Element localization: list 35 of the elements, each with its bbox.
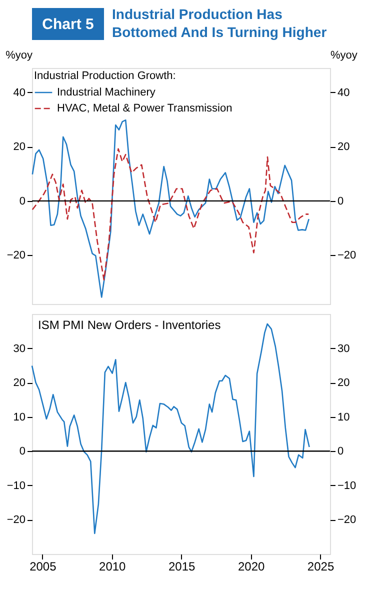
- y2-tick-label: 10: [338, 411, 350, 424]
- x-tick-label: 2025: [307, 560, 334, 574]
- y-tick-label: 40: [13, 86, 26, 99]
- y2-tick-label: 20: [338, 141, 350, 154]
- y2-tick-label: −20: [338, 250, 356, 262]
- y-tick-label: 0: [19, 195, 26, 208]
- y-tick-label: −20: [6, 514, 26, 526]
- y2-tick-label: 20: [338, 377, 350, 390]
- x-tick-label: 2015: [168, 560, 196, 574]
- y2-axis-title: %yoy: [330, 50, 358, 62]
- y-tick-label: −10: [6, 480, 26, 492]
- y-tick-label: 10: [13, 411, 26, 424]
- y-tick-label: 30: [13, 342, 26, 355]
- y-axis-title: %yoy: [6, 50, 33, 62]
- y2-tick-label: 0: [338, 446, 344, 458]
- line-series: [32, 119, 310, 298]
- text: Industrial Production Has Bottomed And Is Turning Higher: [112, 6, 328, 40]
- line-series: [32, 148, 310, 281]
- legend-label: HVAC, Metal & Power Transmission: [57, 102, 232, 114]
- chart-title: ISM PMI New Orders - Inventories: [38, 318, 221, 332]
- legend-label: Industrial Machinery: [57, 86, 156, 98]
- y2-tick-label: 40: [338, 86, 350, 99]
- y2-tick-label: −20: [338, 514, 356, 526]
- x-tick-label: 2020: [238, 560, 265, 574]
- y-tick-label: 20: [13, 141, 26, 154]
- y2-tick-label: −10: [338, 480, 356, 492]
- y-tick-label: 0: [19, 446, 26, 458]
- caption: Chart 5: [42, 16, 94, 33]
- y2-tick-label: 0: [338, 195, 344, 208]
- y2-tick-label: 30: [338, 342, 350, 355]
- y-tick-label: 20: [13, 377, 26, 390]
- legend-title: Industrial Production Growth:: [34, 70, 176, 82]
- x-tick-label: 2005: [30, 560, 57, 574]
- x-tick-label: 2010: [99, 560, 126, 574]
- y-tick-label: −20: [6, 250, 26, 262]
